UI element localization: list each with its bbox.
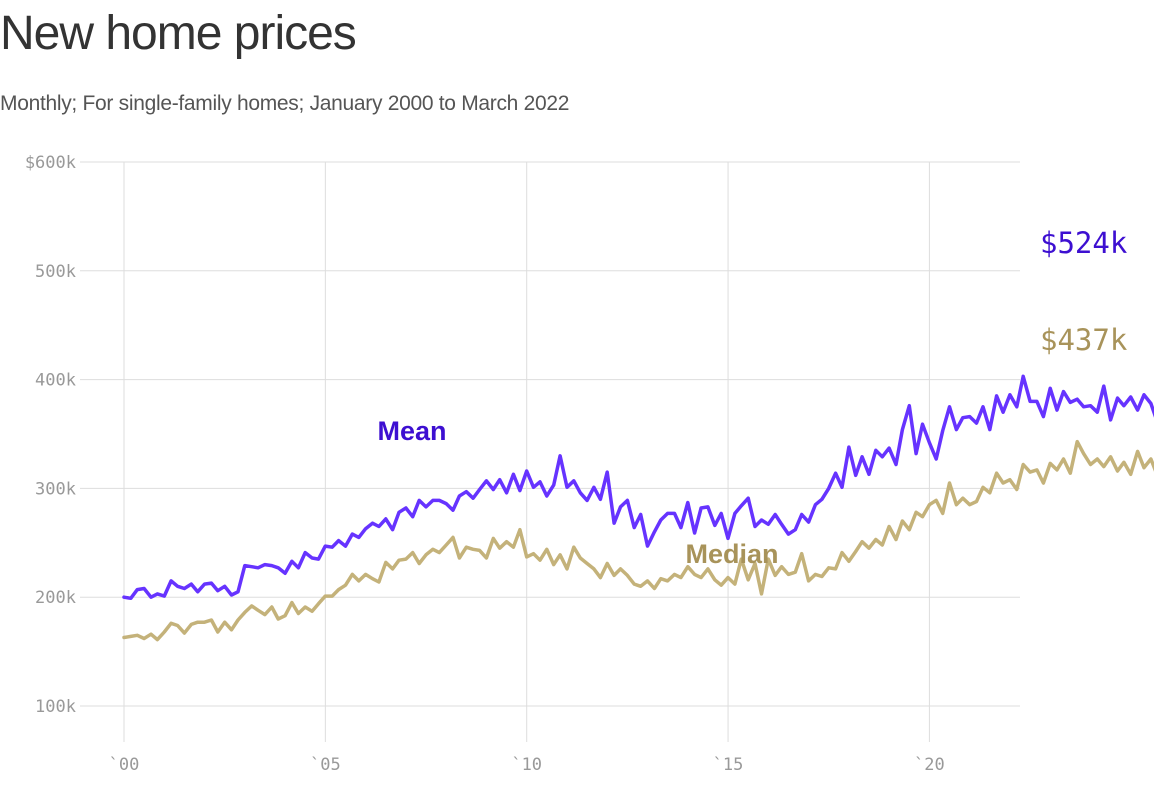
series-line-mean xyxy=(122,374,1154,601)
series-name-label-median: Median xyxy=(685,539,778,569)
x-axis-ticks: `00 `05 `10 `15 `20 xyxy=(109,755,945,775)
x-tick-label: `20 xyxy=(914,755,945,775)
series-group: $524k Mean $437k Median xyxy=(122,226,1154,642)
series-end-label-mean: $524k xyxy=(1040,226,1128,260)
series-end-label-median: $437k xyxy=(1040,323,1128,357)
y-tick-label: 500k xyxy=(35,262,76,282)
x-tick-label: `05 xyxy=(310,755,341,775)
x-tick-label: `15 xyxy=(713,755,744,775)
y-tick-label: 200k xyxy=(35,588,76,608)
x-tick-label: `10 xyxy=(511,755,542,775)
y-tick-label: 400k xyxy=(35,371,76,391)
x-tick-label: `00 xyxy=(109,755,140,775)
grid-lines xyxy=(80,161,1020,742)
y-axis-ticks: 100k 200k 300k 400k 500k $600k xyxy=(25,153,76,717)
y-tick-label: $600k xyxy=(25,153,76,173)
y-tick-label: 100k xyxy=(35,697,76,717)
series-line-median xyxy=(122,439,1154,642)
chart-subtitle: Monthly; For single-family homes; Januar… xyxy=(0,92,570,115)
y-tick-label: 300k xyxy=(35,479,76,499)
chart-title: New home prices xyxy=(0,7,357,60)
series-name-label-mean: Mean xyxy=(377,416,446,446)
